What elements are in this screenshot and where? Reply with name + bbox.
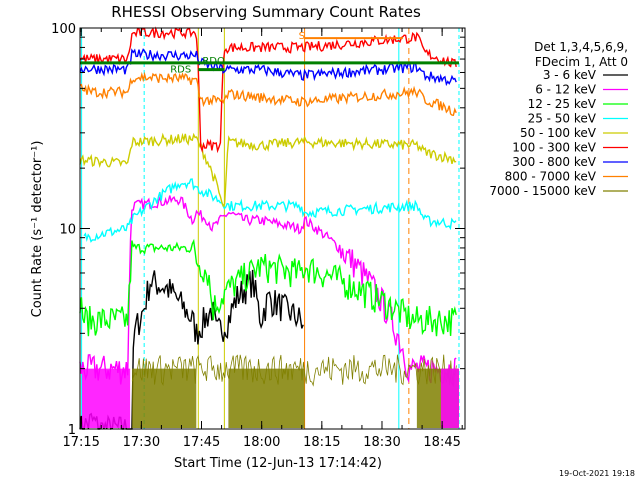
series-line-4 xyxy=(79,132,457,208)
x-tick-label-0: 17:15 xyxy=(62,435,99,450)
band-2 xyxy=(228,368,305,428)
legend: Det 1,3,4,5,6,9, FDecim 1, Att 0 3 - 6 k… xyxy=(489,40,628,198)
x-tick-label-4: 18:15 xyxy=(303,435,340,450)
series-line-7 xyxy=(79,71,457,116)
x-axis: 17:15 17:30 17:45 18:00 18:15 18:30 18:45 xyxy=(62,28,463,450)
y-tick-label-2: 100 xyxy=(51,22,76,37)
legend-header-line-1: Det 1,3,4,5,6,9, xyxy=(534,40,628,54)
legend-label-5: 100 - 300 keV xyxy=(512,141,596,155)
chart-title: RHESSI Observing Summary Count Rates xyxy=(111,3,421,21)
legend-label-2: 12 - 25 keV xyxy=(528,97,597,111)
footer-timestamp: 19-Oct-2021 19:18 xyxy=(559,469,635,478)
legend-header-line-2: FDecim 1, Att 0 xyxy=(535,55,628,69)
legend-label-3: 25 - 50 keV xyxy=(528,112,597,126)
legend-label-4: 50 - 100 keV xyxy=(520,126,597,140)
band-4 xyxy=(440,368,459,428)
x-tick-label-1: 17:30 xyxy=(123,435,160,450)
annotation-2: RDO xyxy=(202,56,225,67)
series-line-6 xyxy=(79,48,457,87)
band-1 xyxy=(132,368,197,428)
y-tick-label-1: 10 xyxy=(59,223,76,238)
y-tick-label-0: 1 xyxy=(68,423,76,438)
series-line-5 xyxy=(79,26,457,154)
plot-area: S RDS RDO xyxy=(79,26,460,430)
annotation-1: RDS xyxy=(170,64,191,75)
annotation-0: S xyxy=(299,31,305,42)
y-axis-label: Count Rate (s⁻¹ detector⁻¹) xyxy=(30,141,45,318)
legend-label-8: 7000 - 15000 keV xyxy=(489,184,596,198)
y-axis: 1 10 100 xyxy=(51,22,465,438)
legend-label-6: 300 - 800 keV xyxy=(512,155,596,169)
legend-label-0: 3 - 6 keV xyxy=(543,68,597,82)
series-line-2 xyxy=(79,238,457,337)
series-line-3 xyxy=(83,178,457,243)
x-axis-label: Start Time (12-Jun-13 17:14:42) xyxy=(174,456,382,471)
band-0 xyxy=(82,368,131,428)
x-tick-label-3: 18:00 xyxy=(243,435,280,450)
x-tick-label-2: 17:45 xyxy=(183,435,220,450)
legend-label-7: 800 - 7000 keV xyxy=(505,170,597,184)
series-line-1 xyxy=(79,194,457,388)
x-tick-label-6: 18:45 xyxy=(423,435,460,450)
x-tick-label-5: 18:30 xyxy=(363,435,400,450)
legend-label-1: 6 - 12 keV xyxy=(535,83,597,97)
